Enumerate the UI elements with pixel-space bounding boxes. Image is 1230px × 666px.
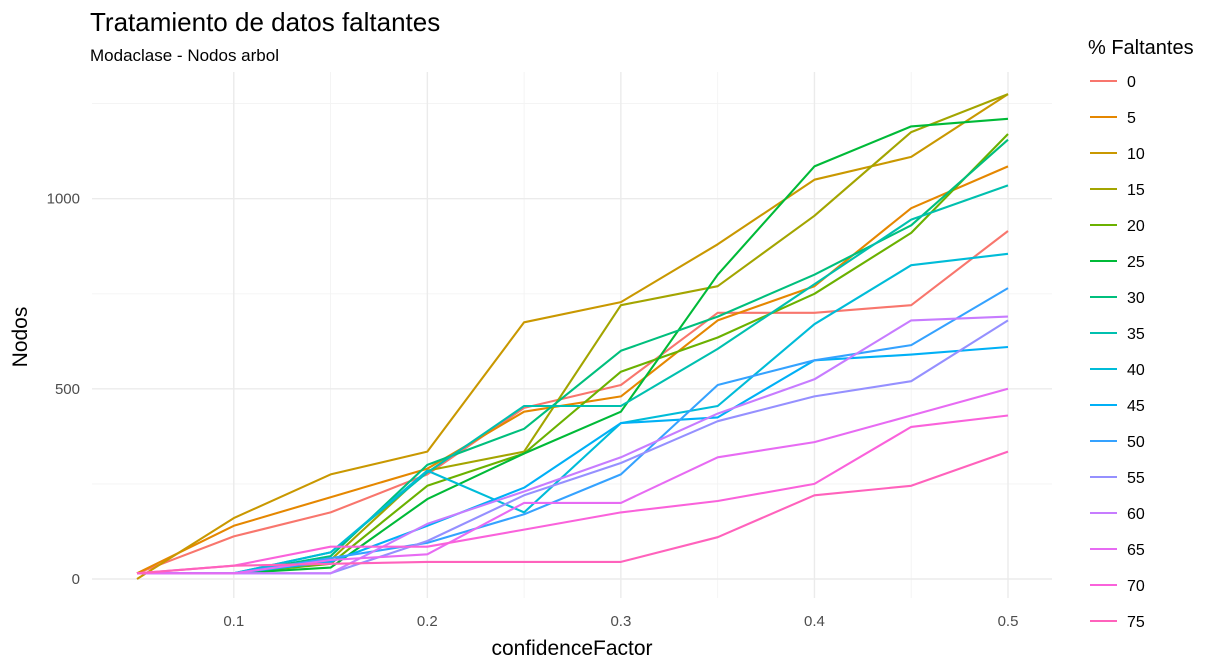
- legend-label-75: 75: [1127, 614, 1145, 631]
- series-line-45: [137, 345, 1009, 575]
- legend-label-45: 45: [1127, 398, 1145, 415]
- legend-label-60: 60: [1127, 506, 1145, 523]
- series-line-50: [137, 287, 1009, 575]
- series-layer: [136, 93, 1009, 580]
- y-tick-label: 500: [55, 381, 80, 398]
- series-line-10: [136, 93, 1009, 580]
- legend-label-5: 5: [1127, 110, 1136, 127]
- legend-label-35: 35: [1127, 326, 1145, 343]
- x-tick-label: 0.4: [804, 613, 825, 630]
- plot-grid: [92, 72, 1052, 598]
- y-axis-title: Nodos: [9, 307, 32, 368]
- series-line-20: [137, 133, 1009, 575]
- legend-label-0: 0: [1127, 74, 1136, 91]
- legend-label-55: 55: [1127, 470, 1145, 487]
- legend-label-40: 40: [1127, 362, 1145, 379]
- y-tick-label: 1000: [47, 191, 80, 208]
- chart-subtitle: Modaclase - Nodos arbol: [90, 46, 279, 65]
- legend-label-65: 65: [1127, 542, 1145, 559]
- series-line-65: [137, 387, 1009, 575]
- series-line-25: [137, 117, 1009, 575]
- legend-label-50: 50: [1127, 434, 1145, 451]
- x-tick-label: 0.2: [417, 613, 438, 630]
- legend-label-70: 70: [1127, 578, 1145, 595]
- series-line-0: [136, 230, 1009, 575]
- x-tick-label: 0.5: [998, 613, 1019, 630]
- legend-label-25: 25: [1127, 254, 1145, 271]
- legend-label-15: 15: [1127, 182, 1145, 199]
- legend-label-10: 10: [1127, 146, 1145, 163]
- series-line-75: [136, 450, 1009, 575]
- y-axis-ticks: 0 500 1000: [47, 191, 80, 588]
- legend-label-30: 30: [1127, 290, 1145, 307]
- chart-title: Tratamiento de datos faltantes: [90, 7, 440, 37]
- x-axis-title: confidenceFactor: [491, 637, 652, 660]
- x-axis-ticks: 0.1 0.2 0.3 0.4 0.5: [223, 613, 1018, 630]
- x-tick-label: 0.3: [610, 613, 631, 630]
- series-line-40: [137, 252, 1009, 575]
- legend-label-20: 20: [1127, 218, 1145, 235]
- legend-title: % Faltantes: [1088, 37, 1194, 59]
- series-line-70: [136, 414, 1009, 575]
- series-line-15: [137, 93, 1009, 575]
- legend: % Faltantes 0 5 10 15 20 25 30 35 40 45 50 55 60 65 70…: [1088, 37, 1194, 631]
- series-line-60: [137, 315, 1009, 575]
- series-line-5: [136, 165, 1009, 575]
- x-tick-label: 0.1: [223, 613, 244, 630]
- y-tick-label: 0: [72, 571, 80, 588]
